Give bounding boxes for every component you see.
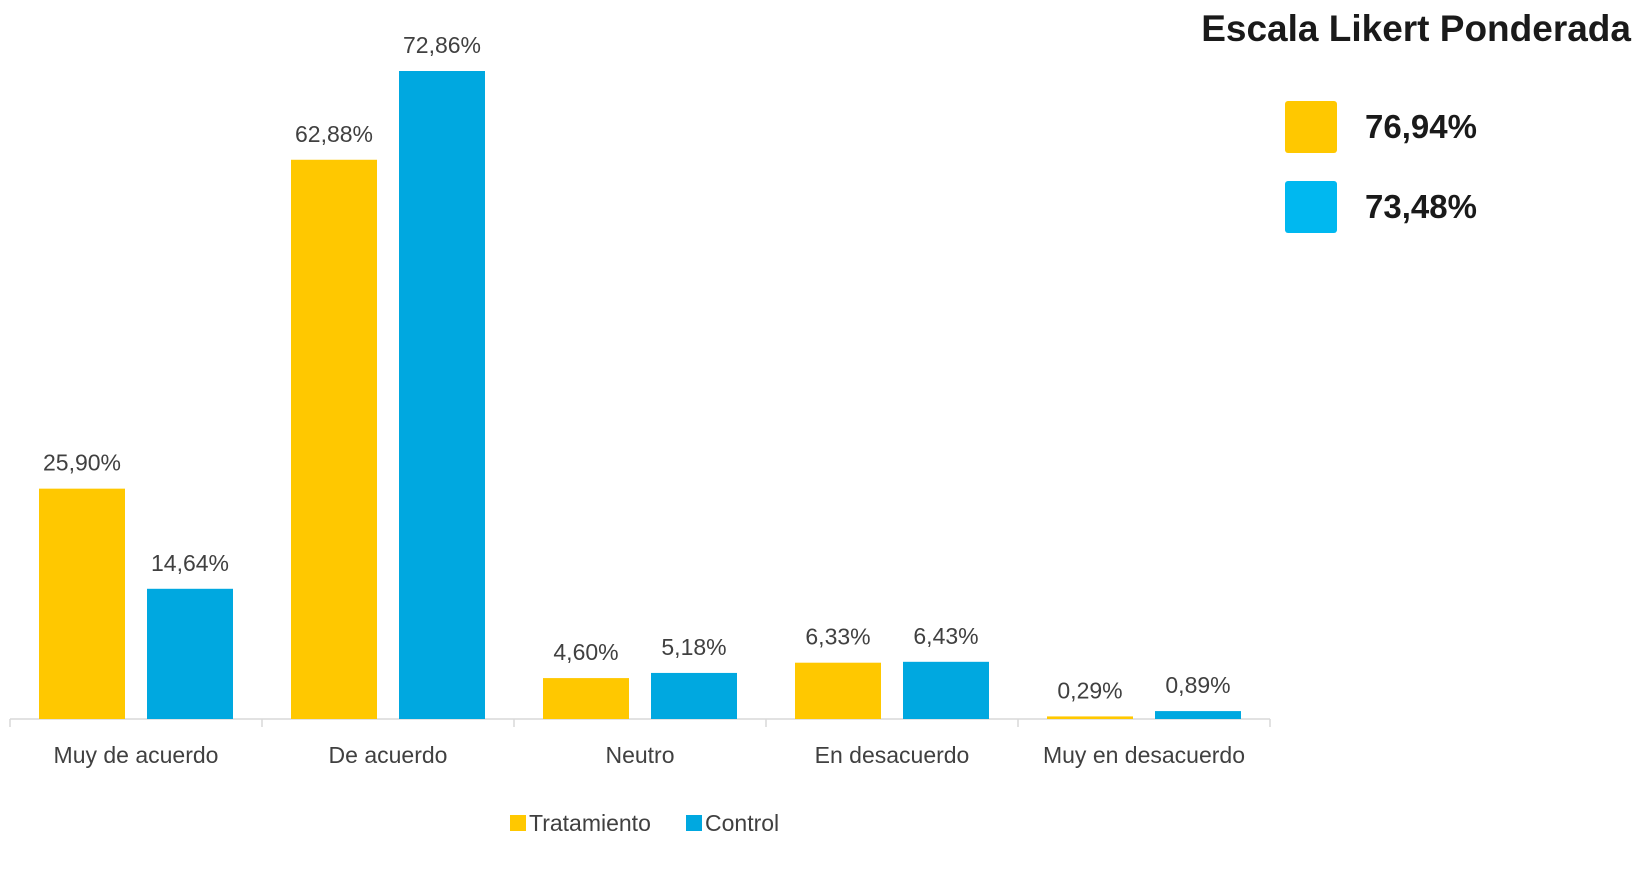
data-label-tratamiento-muy-de-acuerdo: 25,90% [43, 450, 121, 476]
legend-label-tratamiento: Tratamiento [529, 810, 651, 836]
summary-swatch-tratamiento [1285, 101, 1337, 153]
data-label-tratamiento-en-desacuerdo: 6,33% [805, 624, 870, 650]
summary-value-tratamiento: 76,94% [1365, 108, 1477, 145]
summary-swatch-control [1285, 181, 1337, 233]
bar-control-en-desacuerdo [903, 661, 989, 719]
data-label-tratamiento-neutro: 4,60% [553, 639, 618, 665]
summary-item-control: 73,48% [1285, 181, 1477, 233]
bar-control-muy-en-desacuerdo [1155, 711, 1241, 719]
bar-tratamiento-en-desacuerdo [795, 662, 881, 719]
category-label-muy-en-desacuerdo: Muy en desacuerdo [1043, 742, 1245, 768]
bar-control-neutro [651, 672, 737, 719]
legend-label-control: Control [705, 810, 779, 836]
category-label-neutro: Neutro [605, 742, 674, 768]
data-label-control-en-desacuerdo: 6,43% [913, 623, 978, 649]
bar-tratamiento-muy-en-desacuerdo [1047, 716, 1133, 719]
category-label-en-desacuerdo: En desacuerdo [815, 742, 970, 768]
summary-value-control: 73,48% [1365, 188, 1477, 225]
data-label-control-muy-de-acuerdo: 14,64% [151, 550, 229, 576]
data-label-control-neutro: 5,18% [661, 634, 726, 660]
bar-tratamiento-de-acuerdo [291, 159, 377, 719]
data-label-control-muy-en-desacuerdo: 0,89% [1165, 672, 1230, 698]
bar-control-muy-de-acuerdo [147, 588, 233, 719]
bar-tratamiento-neutro [543, 678, 629, 719]
legend-swatch-control [686, 815, 702, 831]
bar-control-de-acuerdo [399, 71, 485, 719]
bar-tratamiento-muy-de-acuerdo [39, 488, 125, 719]
data-label-control-de-acuerdo: 72,86% [403, 32, 481, 58]
summary-title: Escala Likert Ponderada [1201, 8, 1631, 49]
data-label-tratamiento-muy-en-desacuerdo: 0,29% [1057, 677, 1122, 703]
data-label-tratamiento-de-acuerdo: 62,88% [295, 121, 373, 147]
category-label-de-acuerdo: De acuerdo [329, 742, 448, 768]
category-label-muy-de-acuerdo: Muy de acuerdo [54, 742, 219, 768]
legend-swatch-tratamiento [510, 815, 526, 831]
summary-item-tratamiento: 76,94% [1285, 101, 1477, 153]
